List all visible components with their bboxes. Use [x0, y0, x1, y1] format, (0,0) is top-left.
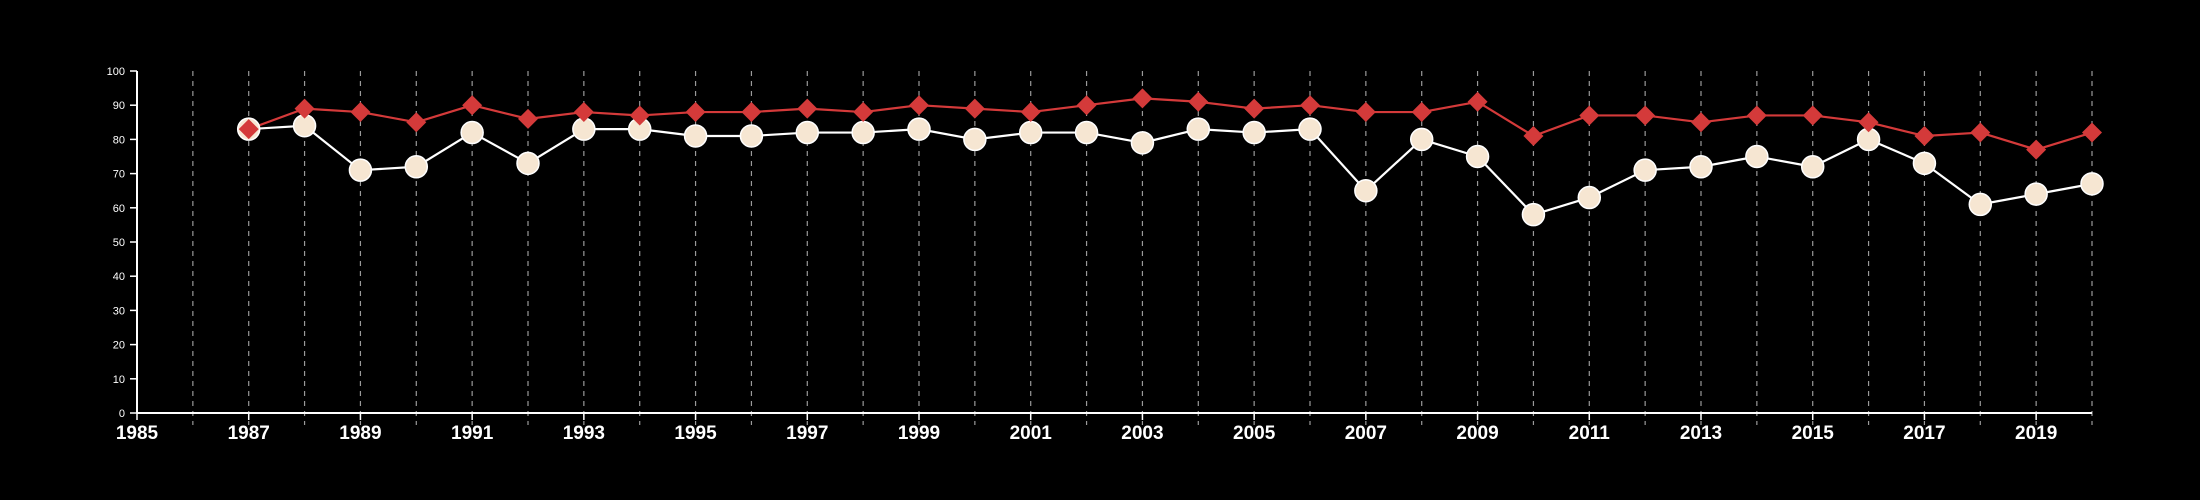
- series-2-point: [294, 98, 315, 119]
- x-tick-label: 1993: [563, 423, 605, 444]
- x-tick-label: 1999: [898, 423, 940, 444]
- series-1-point: [2024, 182, 2048, 206]
- series-2-point: [1300, 95, 1320, 116]
- x-tick-label: 2009: [1456, 423, 1498, 444]
- x-tick-label: 2007: [1345, 423, 1387, 444]
- series-1-point: [1633, 158, 1657, 182]
- series-2-point: [1579, 105, 1600, 126]
- series-2-line: [248, 97, 2093, 151]
- series-2-point: [2082, 122, 2102, 143]
- series-1-point: [1074, 120, 1099, 145]
- x-tick-label: 1989: [339, 423, 381, 444]
- series-1-line: [248, 124, 2093, 216]
- series-1-point: [516, 151, 540, 176]
- series-1-point: [1354, 178, 1378, 203]
- x-tick-label: 1987: [228, 423, 270, 444]
- series-1-point: [1018, 120, 1043, 145]
- series-1-point: [2080, 172, 2104, 196]
- y-tick-label: 0: [119, 408, 125, 420]
- series-2-point: [406, 112, 427, 133]
- series-1-point: [1186, 117, 1211, 141]
- series-2-point: [964, 98, 985, 119]
- x-tick-label: 2011: [1569, 423, 1611, 444]
- series-2-point: [1020, 102, 1041, 123]
- series-1-point: [1968, 192, 1993, 217]
- series-1-point: [963, 127, 987, 152]
- series-2-point: [1635, 105, 1656, 126]
- series-1-point: [1409, 127, 1434, 152]
- series-1-point: [1298, 117, 1322, 141]
- series-2-point: [1188, 91, 1209, 112]
- series-2-point: [1411, 102, 1432, 123]
- series-1-point: [1745, 144, 1769, 169]
- y-tick-label: 70: [113, 169, 125, 181]
- y-tick-label: 100: [107, 66, 125, 78]
- y-tick-label: 20: [113, 340, 125, 352]
- series-1-point: [795, 120, 820, 145]
- axes: 0 10 20 30 40 50 60 70 80 90 100 1985 1987 1989 1991 19…: [107, 66, 2092, 444]
- series-1-point: [683, 124, 708, 148]
- series-2-point: [1355, 102, 1376, 123]
- x-tick-label: 1997: [786, 423, 828, 444]
- series-2-point: [1914, 125, 1935, 146]
- series-2-point: [238, 119, 259, 140]
- y-tick-label: 80: [113, 134, 125, 146]
- x-tick-label: 2003: [1121, 423, 1163, 444]
- series-2-point: [741, 102, 762, 123]
- series-2-point: [1467, 91, 1488, 112]
- x-tick-label: 2001: [1010, 423, 1053, 444]
- series-2-point: [1076, 95, 1097, 116]
- x-tick-label: 2015: [1792, 423, 1835, 444]
- series-2-point: [573, 102, 594, 123]
- series-2-point: [1132, 88, 1153, 109]
- x-tick-label: 2017: [1903, 423, 1945, 444]
- series-1-point: [1689, 155, 1713, 179]
- series-2-point: [685, 102, 706, 123]
- y-tick-label: 90: [113, 100, 125, 112]
- series-2-point: [797, 98, 818, 119]
- series-1-point: [348, 158, 373, 182]
- x-tick-label: 1991: [451, 423, 494, 444]
- x-tick-label: 2019: [2015, 423, 2057, 444]
- series-2-point: [518, 108, 538, 129]
- y-tick-label: 50: [113, 237, 125, 249]
- x-tick-label: 1995: [674, 423, 717, 444]
- series-2-point: [629, 105, 650, 126]
- y-tick-label: 10: [113, 374, 125, 386]
- series-2-point: [1970, 122, 1991, 143]
- series-1-point: [460, 120, 484, 145]
- series-2-point: [1858, 112, 1879, 133]
- x-tick-label: 1985: [116, 423, 159, 444]
- series-1-point: [1800, 155, 1825, 179]
- y-tick-label: 60: [113, 203, 125, 215]
- series-layer: [236, 88, 2104, 227]
- y-tick-label: 30: [113, 305, 125, 317]
- series-1-point: [1912, 151, 1937, 176]
- series-2-point: [1691, 112, 1711, 133]
- x-tick-label: 2013: [1680, 423, 1722, 444]
- series-1-point: [1577, 185, 1602, 210]
- series-1-point: [1242, 120, 1266, 145]
- series-2-point: [1802, 105, 1823, 126]
- vertical-gridlines: [192, 71, 2093, 425]
- series-2-point: [1523, 125, 1544, 146]
- x-tick-label: 2005: [1233, 423, 1276, 444]
- series-1-point: [1465, 144, 1490, 169]
- series-2-point: [853, 102, 874, 123]
- series-2-point: [350, 102, 371, 123]
- series-1-point: [1521, 202, 1546, 227]
- series-2-point: [909, 95, 929, 116]
- series-2-point: [462, 95, 483, 116]
- series-1-point: [851, 120, 875, 145]
- series-1-point: [404, 155, 429, 179]
- series-1-point: [907, 117, 931, 141]
- series-2-point: [1244, 98, 1265, 119]
- series-2-point: [2026, 139, 2047, 160]
- y-tick-label: 40: [113, 271, 125, 283]
- series-2-point: [1746, 105, 1767, 126]
- series-1-point: [1130, 131, 1155, 155]
- series-1-point: [739, 124, 764, 148]
